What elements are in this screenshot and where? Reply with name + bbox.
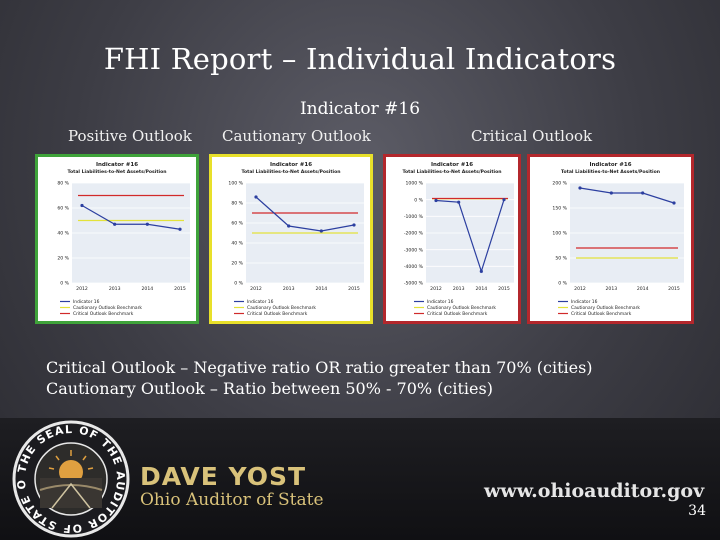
x-tick-label: 2015 [498, 286, 510, 292]
y-tick-label: -5000 % [404, 281, 424, 287]
data-point [457, 200, 461, 204]
auditor-seal-logo: THE SEAL OF THE AUDITOR OF STATE OF OHIO [12, 420, 130, 538]
page-number: 34 [688, 503, 706, 519]
y-tick-label: 60 % [57, 206, 69, 212]
y-tick-label: 100 % [228, 181, 243, 187]
x-tick-label: 2014 [315, 286, 327, 292]
series-line [255, 196, 355, 232]
data-point [609, 191, 613, 195]
y-tick-label: 0 % [60, 281, 69, 287]
indicator-subtitle: Indicator #16 [299, 99, 421, 119]
x-tick-label: 2014 [141, 286, 153, 292]
y-tick-label: 100 % [552, 231, 567, 237]
critical-outlook-label: Critical Outlook [471, 127, 593, 145]
y-tick-label: 20 % [231, 261, 243, 267]
cautionary-chart-panel: Indicator #16 Total Liabilities-to-Net As… [209, 154, 373, 324]
data-point [578, 186, 582, 190]
legend-label: Indicator 16 [73, 299, 100, 305]
y-tick-label: 0 % [234, 281, 243, 287]
data-point [145, 222, 149, 226]
data-point [352, 223, 356, 227]
x-tick-label: 2013 [605, 286, 617, 292]
website-url[interactable]: www.ohioauditor.gov [484, 480, 705, 502]
x-tick-label: 2012 [250, 286, 262, 292]
slide-title: FHI Report – Individual Indicators [103, 42, 617, 76]
chart-subtitle: Total Liabilities-to-Net Assets/Position [241, 169, 340, 175]
y-tick-label: -2000 % [404, 231, 424, 237]
auditor-role: Ohio Auditor of State [140, 490, 324, 510]
x-tick-label: 2013 [283, 286, 295, 292]
chart-title: Indicator #16 [96, 162, 138, 168]
legend-label: Critical Outlook Benchmark [247, 311, 308, 317]
y-tick-label: 50 % [555, 256, 567, 262]
series-line [435, 199, 505, 274]
chart-subtitle: Total Liabilities-to-Net Assets/Position [561, 169, 660, 175]
x-tick-label: 2015 [174, 286, 186, 292]
data-point [80, 203, 84, 208]
y-tick-label: 0 % [414, 197, 423, 203]
y-tick-label: 40 % [231, 241, 243, 247]
chart-subtitle: Total Liabilities-to-Net Assets/Position [67, 169, 166, 175]
positive-outlook-label: Positive Outlook [68, 127, 192, 145]
critical-chart-panel-a: Indicator #16 Total Liabilities-to-Net As… [383, 154, 521, 324]
x-tick-label: 2014 [475, 286, 487, 292]
series-line [81, 204, 181, 230]
data-point [178, 227, 182, 231]
y-tick-label: -4000 % [404, 264, 424, 270]
cautionary-outlook-label: Cautionary Outlook [222, 127, 371, 145]
x-tick-label: 2015 [668, 286, 680, 292]
auditor-name: DAVE YOST [140, 462, 307, 491]
data-point [254, 195, 258, 199]
x-tick-label: 2014 [637, 286, 649, 292]
data-point [319, 229, 323, 233]
data-point [479, 269, 483, 273]
y-tick-label: 200 % [552, 181, 567, 187]
chart-title: Indicator #16 [589, 162, 631, 168]
positive-chart-panel: Indicator #16 Total Liabilities-to-Net As… [35, 154, 199, 324]
data-point [641, 191, 645, 195]
legend-label: Critical Outlook Benchmark [427, 311, 488, 317]
data-point [502, 198, 506, 202]
series-line [579, 187, 675, 204]
legend-label: Cautionary Outlook Benchmark [427, 305, 496, 311]
y-tick-label: 20 % [57, 256, 69, 262]
y-tick-label: 1000 % [405, 181, 423, 187]
y-tick-label: 0 % [558, 281, 567, 287]
x-tick-label: 2012 [574, 286, 586, 292]
x-tick-label: 2013 [109, 286, 121, 292]
legend-label: Cautionary Outlook Benchmark [247, 305, 316, 311]
y-tick-label: 80 % [57, 181, 69, 187]
legend-label: Critical Outlook Benchmark [571, 311, 632, 317]
chart-title: Indicator #16 [431, 162, 473, 168]
critical-chart-panel-b: Indicator #16 Total Liabilities-to-Net As… [527, 154, 694, 324]
legend-label: Cautionary Outlook Benchmark [73, 305, 142, 311]
legend-label: Indicator 16 [571, 299, 598, 305]
x-tick-label: 2015 [348, 286, 360, 292]
cautionary-description: Cautionary Outlook – Ratio between 50% -… [46, 379, 493, 398]
y-tick-label: 150 % [552, 206, 567, 212]
x-tick-label: 2012 [76, 286, 88, 292]
chart-subtitle: Total Liabilities-to-Net Assets/Position [402, 169, 501, 175]
y-tick-label: 40 % [57, 231, 69, 237]
data-point [434, 198, 438, 203]
data-point [672, 201, 676, 205]
legend-label: Cautionary Outlook Benchmark [571, 305, 640, 311]
critical-description: Critical Outlook – Negative ratio OR rat… [46, 358, 593, 377]
data-point [287, 224, 291, 228]
x-tick-label: 2012 [430, 286, 442, 292]
chart-title: Indicator #16 [270, 162, 312, 168]
y-tick-label: 80 % [231, 201, 243, 207]
x-tick-label: 2013 [453, 286, 465, 292]
data-point [113, 222, 117, 226]
legend-label: Indicator 16 [247, 299, 274, 305]
y-tick-label: 60 % [231, 221, 243, 227]
y-tick-label: -3000 % [404, 247, 424, 253]
y-tick-label: -1000 % [404, 214, 424, 220]
legend-label: Indicator 16 [427, 299, 454, 305]
legend-label: Critical Outlook Benchmark [73, 311, 134, 317]
